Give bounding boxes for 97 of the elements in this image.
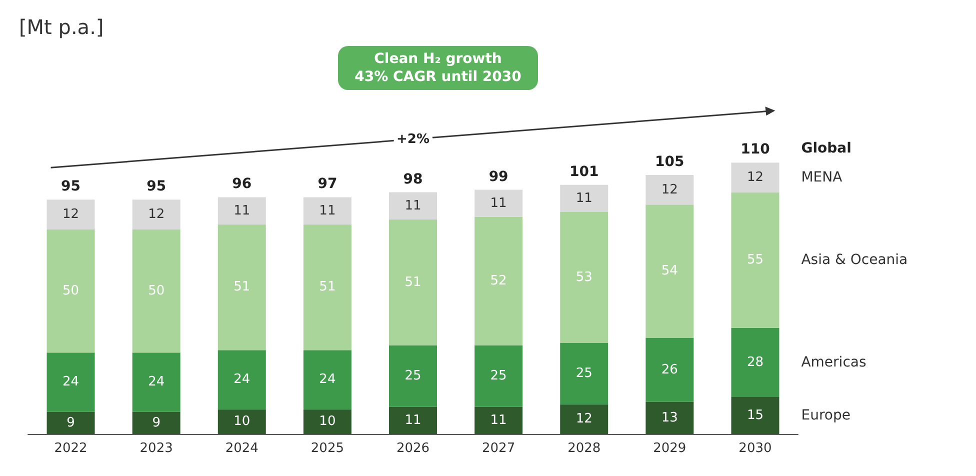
data-label: 12: [148, 206, 165, 222]
data-label: 11: [404, 198, 422, 214]
bar: [218, 197, 266, 224]
x-tick-label: 2027: [482, 441, 516, 456]
data-label: 24: [319, 372, 336, 388]
data-label: 11: [319, 203, 336, 218]
x-tick-label: 2026: [396, 441, 430, 456]
bar: [46, 229, 95, 353]
data-label: 11: [404, 412, 422, 428]
data-label: 12: [661, 182, 678, 198]
bar: [218, 350, 266, 410]
data-label: 11: [234, 203, 250, 218]
data-label: 11: [576, 190, 592, 206]
data-label: 9: [66, 415, 75, 430]
bar: [646, 338, 694, 402]
bar: [560, 342, 608, 404]
bar: [646, 402, 694, 434]
data-label: 24: [148, 374, 165, 390]
bar: [731, 192, 780, 328]
text: Global: [801, 140, 852, 157]
data-label: 13: [661, 410, 678, 426]
data-label: 51: [234, 280, 250, 295]
bar: [303, 224, 352, 350]
x-tick-label: 2028: [568, 441, 601, 456]
total-label: 98: [403, 171, 423, 188]
data-label: 53: [576, 270, 592, 285]
total-label: 96: [232, 176, 252, 192]
bar: [389, 406, 437, 434]
data-label: 52: [490, 274, 507, 289]
data-label: 50: [148, 283, 165, 298]
badge: Clean H₂ growth 43% CAGR until 2030: [338, 46, 538, 90]
data-label: 24: [234, 372, 250, 388]
data-label: 25: [576, 366, 592, 382]
data-label: 9: [152, 415, 160, 430]
bar: [646, 204, 694, 338]
bar: [646, 175, 694, 205]
bar: [474, 216, 523, 346]
bar: [560, 184, 608, 212]
bar: [389, 219, 437, 346]
x-tick-label: 2029: [653, 441, 686, 456]
data-label: 50: [62, 283, 80, 298]
x-tick-label: 2022: [54, 441, 88, 456]
bar: [303, 197, 352, 224]
x-tick-label: 2030: [738, 441, 772, 456]
data-label: 51: [319, 280, 336, 295]
bar: [218, 224, 266, 350]
series-label: Europe: [801, 408, 850, 424]
data-label: 25: [490, 368, 507, 384]
bar: [218, 409, 266, 434]
total-label: 101: [569, 164, 599, 180]
bar: [474, 190, 523, 217]
x-tick-label: 2023: [140, 441, 173, 456]
data-label: 11: [490, 196, 507, 211]
bar: [731, 328, 780, 397]
data-label: 12: [62, 206, 80, 222]
bar: [132, 200, 180, 230]
data-label: 10: [319, 414, 336, 430]
bar: [389, 192, 437, 220]
total-label: 95: [146, 178, 166, 195]
bar: [731, 162, 780, 192]
bar: [389, 345, 437, 407]
bar: [303, 350, 352, 410]
x-tick-label: 2025: [310, 441, 344, 456]
series-label: Asia & Oceania: [801, 252, 908, 268]
data-label: 10: [234, 414, 250, 430]
total-label: 110: [740, 142, 770, 158]
total-label: 99: [488, 168, 508, 185]
bar: [132, 352, 180, 412]
data-label: 26: [661, 362, 678, 378]
text: [Mt p.a.]: [19, 15, 104, 39]
data-label: 15: [746, 408, 764, 423]
bar: [474, 406, 523, 434]
data-label: 25: [404, 368, 422, 384]
data-label: 28: [746, 354, 764, 370]
bar: [46, 200, 95, 230]
bar: [46, 352, 95, 412]
series-label: MENA: [801, 169, 843, 186]
data-label: 24: [62, 374, 80, 390]
total-label: 105: [655, 154, 684, 170]
bar: [132, 229, 180, 353]
data-label: 51: [404, 274, 422, 290]
x-tick-label: 2024: [225, 441, 258, 456]
data-label: 54: [661, 264, 678, 279]
total-label: 97: [318, 176, 338, 192]
data-label: 12: [746, 170, 764, 185]
data-label: 11: [490, 412, 507, 428]
bar: [474, 345, 523, 407]
data-label: 55: [746, 252, 764, 268]
bar: [132, 412, 180, 434]
bar: [731, 397, 780, 434]
data-label: 12: [576, 412, 592, 427]
bar: [46, 412, 95, 434]
series-label: Americas: [801, 354, 866, 370]
total-label: 95: [61, 178, 81, 195]
bar: [303, 409, 352, 434]
bar: [560, 404, 608, 434]
bar: [560, 212, 608, 343]
